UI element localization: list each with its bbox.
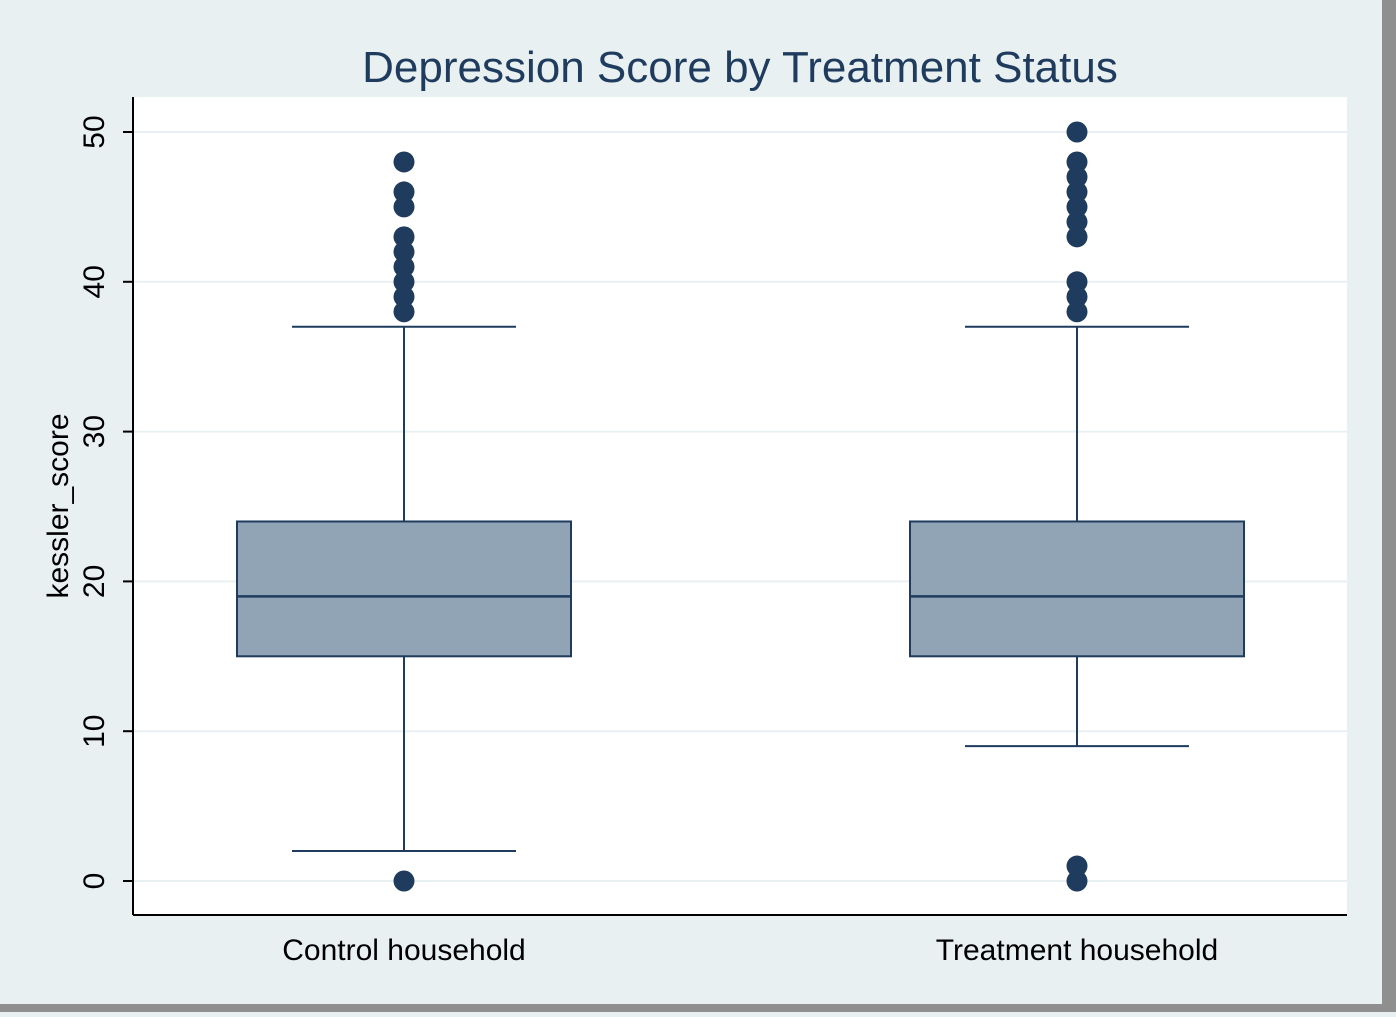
box-group <box>909 121 1245 892</box>
outlier-point <box>1066 196 1088 218</box>
window-edge-right <box>1382 0 1396 1012</box>
outlier-point <box>1066 211 1088 233</box>
outlier-point <box>393 286 415 308</box>
y-tick-label: 40 <box>78 265 111 298</box>
y-ticks: 0 10 20 30 40 50 <box>78 115 133 889</box>
x-category-labels: Control household Treatment household <box>282 934 1218 967</box>
x-category-label: Control household <box>282 934 526 967</box>
outlier-point <box>393 241 415 263</box>
iqr-box <box>909 520 1245 658</box>
y-tick-label: 30 <box>78 415 111 448</box>
iqr-box <box>236 520 572 658</box>
y-tick-label: 50 <box>78 115 111 148</box>
plot-area <box>133 97 1347 915</box>
chart-title: Depression Score by Treatment Status <box>362 43 1118 92</box>
box-group <box>236 151 572 892</box>
outlier-point <box>393 271 415 293</box>
window-edge-bottom <box>0 1004 1396 1012</box>
outlier-point <box>1066 226 1088 248</box>
y-tick-label: 10 <box>78 715 111 748</box>
y-tick-label: 20 <box>78 565 111 598</box>
outlier-point <box>393 196 415 218</box>
outlier-point <box>393 181 415 203</box>
outlier-point <box>1066 271 1088 293</box>
boxes <box>236 121 1245 892</box>
outlier-point <box>1066 286 1088 308</box>
outlier-point <box>393 226 415 248</box>
outlier-point <box>393 256 415 278</box>
outlier-point <box>1066 870 1088 892</box>
outlier-point <box>393 301 415 323</box>
x-category-label: Treatment household <box>936 934 1218 967</box>
outlier-point <box>393 151 415 173</box>
outlier-point <box>393 870 415 892</box>
y-axis-label: kessler_score <box>42 413 75 598</box>
outlier-point <box>1066 855 1088 877</box>
y-tick-label: 0 <box>78 873 111 890</box>
outlier-point <box>1066 151 1088 173</box>
outlier-point <box>1066 166 1088 188</box>
outlier-point <box>1066 301 1088 323</box>
outlier-point <box>1066 181 1088 203</box>
outlier-point <box>1066 121 1088 143</box>
